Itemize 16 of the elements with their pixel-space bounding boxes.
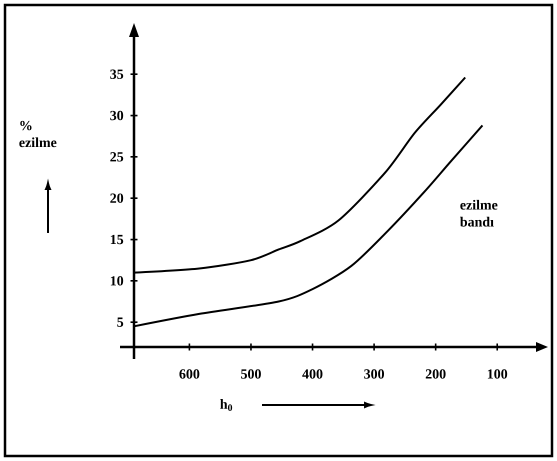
annotation: ezilme bandı [460, 200, 498, 227]
y-tick-label: 25 [110, 152, 124, 162]
x-tick-label: 100 [488, 369, 508, 379]
x-tick-label: 600 [179, 369, 200, 379]
y-tick-label: 35 [110, 70, 124, 79]
y-axis-title: % ezilme [19, 120, 56, 148]
y-tick-label: 30 [110, 110, 124, 120]
y-tick-label: 15 [110, 234, 124, 244]
x-tick-label: 400 [302, 369, 322, 379]
x-axis-title: h$_{0}$ [220, 399, 232, 411]
x-tick-label: 500 [241, 369, 261, 379]
y-tick-label: 20 [110, 193, 124, 203]
y-tick-label: 5 [117, 318, 124, 327]
y-tick-label: 10 [110, 276, 124, 286]
x-tick-label: 200 [426, 369, 446, 379]
x-tick-label: 300 [364, 369, 384, 379]
